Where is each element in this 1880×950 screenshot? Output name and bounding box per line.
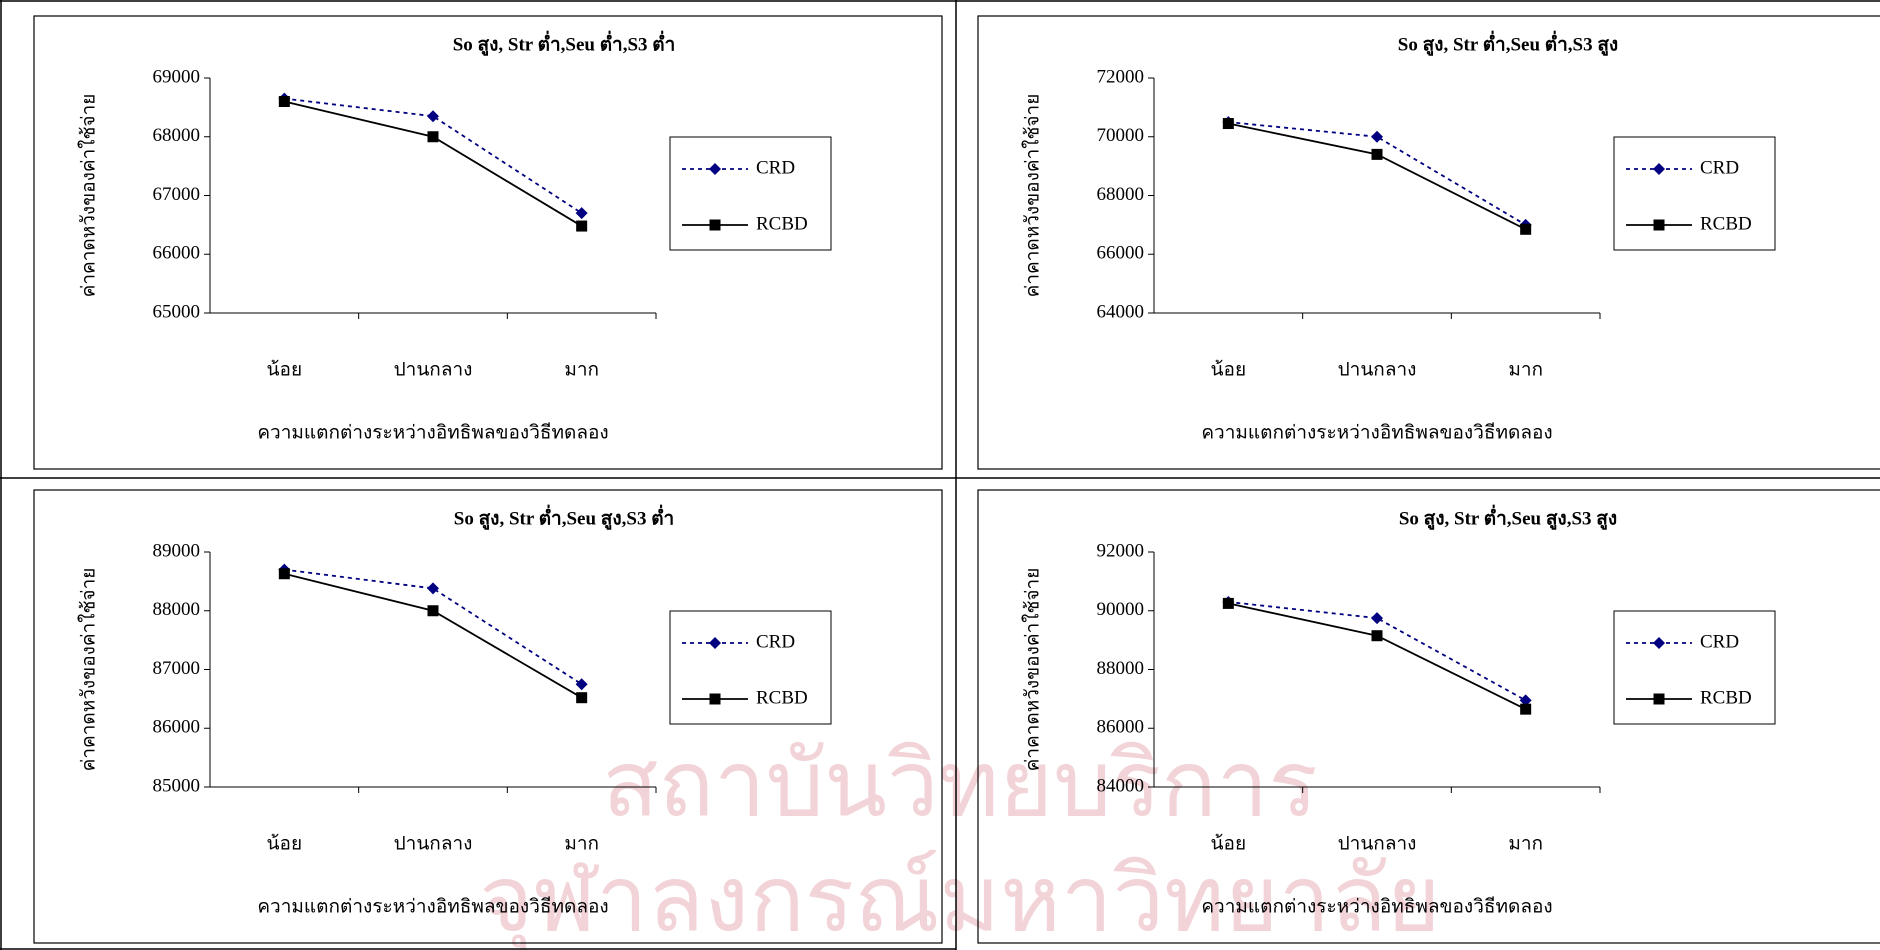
marker — [576, 692, 587, 703]
x-axis-label: ความแตกต่างระหว่างอิทธิพลของวิธีทดลอง — [257, 895, 608, 917]
x-tick-label: มาก — [564, 833, 599, 854]
y-tick-label: 90000 — [1097, 599, 1145, 620]
legend-label: RCBD — [1700, 213, 1752, 234]
y-tick-label: 69000 — [153, 66, 201, 87]
x-tick-label: มาก — [1508, 359, 1543, 380]
y-axis-label: ค่าคาดหวังของค่าใช้จ่าย — [1021, 94, 1043, 298]
marker — [427, 110, 439, 122]
marker — [576, 678, 588, 690]
marker — [279, 96, 290, 107]
legend-label: RCBD — [756, 687, 808, 708]
chart-title: So สูง, Str ต่ำ,Seu สูง,S3 ต่ำ — [454, 504, 674, 530]
y-tick-label: 66000 — [153, 243, 201, 264]
y-tick-label: 87000 — [153, 658, 201, 679]
y-tick-label: 88000 — [153, 599, 201, 620]
chart: So สูง, Str ต่ำ,Seu ต่ำ,S3 ต่ำค่าคาดหวัง… — [34, 16, 942, 469]
legend-label: RCBD — [1700, 687, 1752, 708]
y-tick-label: 86000 — [1097, 717, 1145, 738]
legend-marker — [710, 220, 721, 231]
y-tick-label: 67000 — [153, 184, 201, 205]
x-tick-label: ปานกลาง — [394, 359, 473, 380]
y-tick-label: 70000 — [1097, 125, 1145, 146]
y-tick-label: 64000 — [1097, 301, 1145, 322]
legend-label: RCBD — [756, 213, 808, 234]
page: สถาบันวิทยบริการ จุฬาลงกรณ์มหาวิทยาลัย S… — [0, 0, 1880, 950]
legend-marker — [1654, 694, 1665, 705]
y-tick-label: 92000 — [1097, 540, 1145, 561]
y-tick-label: 72000 — [1097, 66, 1145, 87]
x-tick-label: น้อย — [1211, 833, 1247, 854]
marker — [576, 221, 587, 232]
marker — [1520, 224, 1531, 235]
marker — [1372, 630, 1383, 641]
marker — [427, 582, 439, 594]
y-axis-label: ค่าคาดหวังของค่าใช้จ่าย — [77, 94, 99, 298]
watermark-text: สถาบันวิทยบริการ — [602, 730, 1318, 837]
marker — [576, 207, 588, 219]
marker — [1372, 149, 1383, 160]
chart-title: So สูง, Str ต่ำ,Seu สูง,S3 สูง — [1399, 504, 1617, 530]
y-tick-label: 68000 — [153, 125, 201, 146]
y-tick-label: 68000 — [1097, 184, 1145, 205]
marker — [1520, 704, 1531, 715]
legend-label: CRD — [1700, 631, 1739, 652]
marker — [1223, 118, 1234, 129]
legend-marker — [1654, 220, 1665, 231]
y-tick-label: 65000 — [153, 301, 201, 322]
y-tick-label: 85000 — [153, 775, 201, 796]
x-axis-label: ความแตกต่างระหว่างอิทธิพลของวิธีทดลอง — [1201, 421, 1552, 443]
y-axis-label: ค่าคาดหวังของค่าใช้จ่าย — [77, 568, 99, 772]
x-axis-label: ความแตกต่างระหว่างอิทธิพลของวิธีทดลอง — [1201, 895, 1552, 917]
y-tick-label: 66000 — [1097, 243, 1145, 264]
marker — [279, 568, 290, 579]
x-axis-label: ความแตกต่างระหว่างอิทธิพลของวิธีทดลอง — [257, 421, 608, 443]
x-tick-label: มาก — [1508, 833, 1543, 854]
x-tick-label: ปานกลาง — [1338, 359, 1417, 380]
chart-title: So สูง, Str ต่ำ,Seu ต่ำ,S3 ต่ำ — [453, 30, 676, 56]
y-axis-label: ค่าคาดหวังของค่าใช้จ่าย — [1021, 568, 1043, 772]
x-tick-label: ปานกลาง — [1338, 833, 1417, 854]
legend-label: CRD — [756, 631, 795, 652]
legend-label: CRD — [756, 157, 795, 178]
y-tick-label: 88000 — [1097, 658, 1145, 679]
marker — [1371, 612, 1383, 624]
marker — [428, 605, 439, 616]
chart: So สูง, Str ต่ำ,Seu ต่ำ,S3 สูงค่าคาดหวัง… — [978, 16, 1880, 469]
y-tick-label: 84000 — [1097, 775, 1145, 796]
y-tick-label: 89000 — [153, 540, 201, 561]
chart-title: So สูง, Str ต่ำ,Seu ต่ำ,S3 สูง — [1398, 30, 1618, 56]
x-tick-label: น้อย — [1211, 359, 1247, 380]
x-tick-label: น้อย — [267, 359, 303, 380]
y-tick-label: 86000 — [153, 717, 201, 738]
x-tick-label: ปานกลาง — [394, 833, 473, 854]
x-tick-label: มาก — [564, 359, 599, 380]
legend-label: CRD — [1700, 157, 1739, 178]
marker — [428, 131, 439, 142]
marker — [1223, 598, 1234, 609]
x-tick-label: น้อย — [267, 833, 303, 854]
marker — [1371, 131, 1383, 143]
legend-marker — [710, 694, 721, 705]
